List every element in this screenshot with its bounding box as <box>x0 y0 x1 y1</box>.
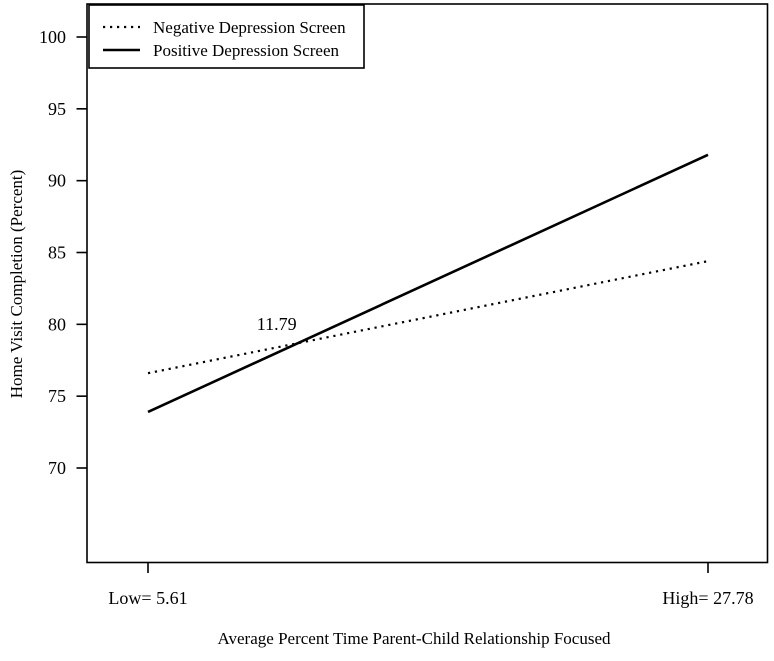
x-tick-label: High= 27.78 <box>662 588 753 608</box>
crossover-value-annotation: 11.79 <box>257 314 297 334</box>
legend-box <box>88 4 365 69</box>
x-axis-ticks: Low= 5.61 High= 27.78 <box>108 562 754 608</box>
x-axis-title: Average Percent Time Parent-Child Relati… <box>218 629 611 648</box>
y-tick-label: 95 <box>48 99 66 119</box>
y-tick-label: 85 <box>48 243 66 263</box>
y-tick-label: 75 <box>48 386 66 406</box>
y-axis-ticks: 70 75 80 85 90 95 100 <box>39 27 87 478</box>
y-tick-label: 90 <box>48 171 66 191</box>
series-line-dotted <box>147 260 709 375</box>
data-series <box>147 153 709 414</box>
x-tick-label: Low= 5.61 <box>108 588 187 608</box>
legend-label-positive-screen: Positive Depression Screen <box>153 41 340 60</box>
y-tick-label: 70 <box>48 458 66 478</box>
y-tick-label: 100 <box>39 27 66 47</box>
y-axis-title: Home Visit Completion (Percent) <box>7 170 26 399</box>
y-tick-label: 80 <box>48 314 66 334</box>
legend: Negative Depression Screen Positive Depr… <box>88 4 365 69</box>
legend-label-negative-screen: Negative Depression Screen <box>153 18 346 37</box>
plot-area-border <box>86 3 769 564</box>
series-line-solid <box>147 153 709 414</box>
